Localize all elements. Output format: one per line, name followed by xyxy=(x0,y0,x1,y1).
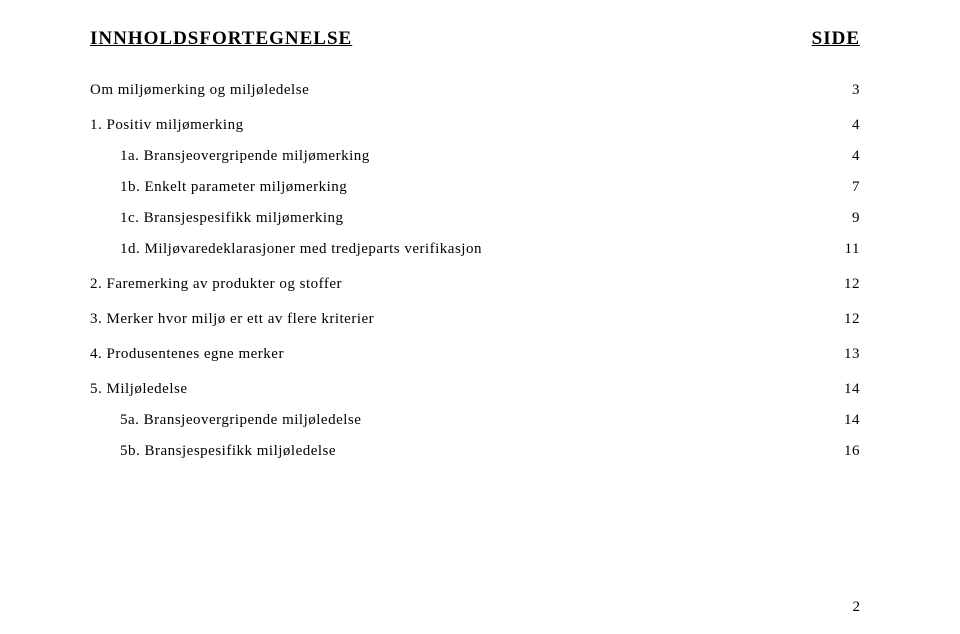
toc-page: 12 xyxy=(820,311,860,328)
side-column-header: SIDE xyxy=(812,28,860,50)
toc-page: 11 xyxy=(820,241,860,258)
toc-page: 4 xyxy=(820,117,860,134)
toc-label: 1c. Bransjespesifikk miljømerking xyxy=(120,210,820,227)
toc-page: 7 xyxy=(820,179,860,196)
page-title: INNHOLDSFORTEGNELSE xyxy=(90,28,352,50)
toc-label: Om miljømerking og miljøledelse xyxy=(90,82,820,99)
toc-label: 1a. Bransjeovergripende miljømerking xyxy=(120,148,820,165)
toc-page: 13 xyxy=(820,346,860,363)
toc-page: 9 xyxy=(820,210,860,227)
toc-row: 5. Miljøledelse14 xyxy=(90,381,860,398)
toc-label: 2. Faremerking av produkter og stoffer xyxy=(90,276,820,293)
toc-label: 1. Positiv miljømerking xyxy=(90,117,820,134)
toc-row: 4. Produsentenes egne merker13 xyxy=(90,346,860,363)
toc-label: 4. Produsentenes egne merker xyxy=(90,346,820,363)
toc-label: 5b. Bransjespesifikk miljøledelse xyxy=(120,443,820,460)
toc-label: 5. Miljøledelse xyxy=(90,381,820,398)
toc-row: 1c. Bransjespesifikk miljømerking9 xyxy=(90,210,860,227)
toc-page: 14 xyxy=(820,412,860,429)
toc-label: 1b. Enkelt parameter miljømerking xyxy=(120,179,820,196)
toc-row: 1a. Bransjeovergripende miljømerking4 xyxy=(90,148,860,165)
toc-page: 16 xyxy=(820,443,860,460)
toc-page: 12 xyxy=(820,276,860,293)
toc-row: 3. Merker hvor miljø er ett av flere kri… xyxy=(90,311,860,328)
toc-page: 3 xyxy=(820,82,860,99)
toc-row: 5a. Bransjeovergripende miljøledelse14 xyxy=(90,412,860,429)
toc-label: 1d. Miljøvaredeklarasjoner med tredjepar… xyxy=(120,241,820,258)
toc-row: 2. Faremerking av produkter og stoffer12 xyxy=(90,276,860,293)
toc-row: 1. Positiv miljømerking4 xyxy=(90,117,860,134)
toc-page: 4 xyxy=(820,148,860,165)
toc-list: Om miljømerking og miljøledelse3 1. Posit… xyxy=(90,82,860,460)
page-number: 2 xyxy=(853,599,861,616)
toc-row: 1d. Miljøvaredeklarasjoner med tredjepar… xyxy=(90,241,860,258)
toc-label: 5a. Bransjeovergripende miljøledelse xyxy=(120,412,820,429)
header-row: INNHOLDSFORTEGNELSE SIDE xyxy=(90,28,860,50)
toc-row: Om miljømerking og miljøledelse3 xyxy=(90,82,860,99)
toc-row: 1b. Enkelt parameter miljømerking7 xyxy=(90,179,860,196)
toc-page: 14 xyxy=(820,381,860,398)
toc-row: 5b. Bransjespesifikk miljøledelse16 xyxy=(90,443,860,460)
toc-label: 3. Merker hvor miljø er ett av flere kri… xyxy=(90,311,820,328)
